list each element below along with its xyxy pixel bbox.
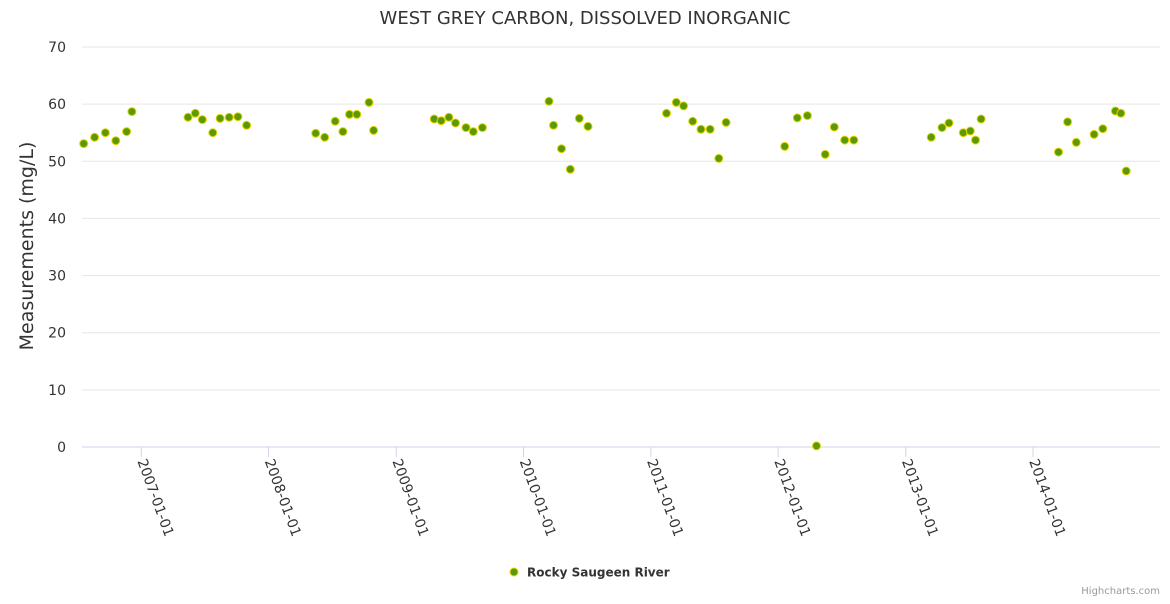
data-point[interactable]: [224, 112, 234, 122]
data-point[interactable]: [840, 135, 850, 145]
x-tick-label: 2010-01-01: [516, 457, 559, 539]
data-point[interactable]: [721, 117, 731, 127]
credits-link[interactable]: Highcharts.com: [1081, 586, 1160, 597]
legend-marker: [509, 567, 519, 577]
data-point[interactable]: [549, 120, 558, 130]
data-points: [79, 96, 1131, 451]
y-tick-label: 60: [48, 97, 66, 113]
data-point[interactable]: [215, 113, 225, 123]
data-point[interactable]: [1063, 117, 1073, 127]
x-tick-label: 2013-01-01: [898, 457, 941, 539]
x-tick-label: 2012-01-01: [770, 457, 813, 539]
y-tick-label: 50: [48, 154, 66, 170]
y-tick-label: 0: [57, 440, 66, 456]
y-tick-label: 20: [48, 326, 66, 342]
data-point[interactable]: [1071, 137, 1081, 147]
data-point[interactable]: [583, 121, 593, 131]
data-point[interactable]: [820, 149, 830, 159]
data-point[interactable]: [965, 126, 975, 136]
data-point[interactable]: [679, 101, 689, 111]
data-point[interactable]: [1089, 129, 1099, 139]
data-point[interactable]: [1121, 166, 1131, 176]
data-point[interactable]: [197, 115, 207, 125]
x-tick-label: 2011-01-01: [643, 457, 686, 539]
data-point[interactable]: [364, 97, 374, 107]
data-point[interactable]: [451, 118, 460, 128]
x-tick-label: 2014-01-01: [1025, 457, 1068, 539]
data-point[interactable]: [436, 116, 446, 126]
data-point[interactable]: [671, 97, 681, 107]
data-point[interactable]: [320, 132, 330, 142]
y-tick-label: 30: [48, 269, 66, 285]
data-point[interactable]: [79, 139, 89, 149]
data-point[interactable]: [190, 108, 200, 118]
data-point[interactable]: [792, 113, 802, 123]
data-point[interactable]: [971, 135, 980, 145]
data-point[interactable]: [557, 144, 566, 154]
data-point[interactable]: [944, 118, 954, 128]
data-point[interactable]: [90, 132, 100, 142]
legend-item-label: Rocky Saugeen River: [527, 566, 670, 580]
data-point[interactable]: [461, 123, 471, 133]
x-axis: 2007-01-01 2008-01-01 2009-01-01 2010-01-01…: [134, 447, 1068, 539]
data-point[interactable]: [714, 153, 724, 163]
y-tick-label: 10: [48, 383, 66, 399]
data-point[interactable]: [338, 127, 348, 137]
chart-title: WEST GREY CARBON, DISSOLVED INORGANIC: [380, 8, 791, 29]
legend[interactable]: Rocky Saugeen River: [509, 566, 670, 580]
data-point[interactable]: [696, 124, 706, 134]
data-point[interactable]: [111, 136, 121, 146]
data-point[interactable]: [705, 124, 715, 134]
data-point[interactable]: [477, 123, 487, 133]
data-point[interactable]: [242, 120, 252, 130]
data-point[interactable]: [444, 112, 454, 122]
data-point[interactable]: [544, 96, 554, 106]
data-point[interactable]: [100, 128, 110, 138]
data-point[interactable]: [122, 127, 132, 137]
data-point[interactable]: [352, 109, 362, 119]
data-point[interactable]: [662, 108, 671, 118]
y-tick-label: 70: [48, 40, 66, 56]
data-point[interactable]: [812, 441, 821, 451]
data-point[interactable]: [976, 114, 986, 124]
data-point[interactable]: [937, 123, 947, 133]
data-point[interactable]: [1098, 124, 1108, 134]
data-point[interactable]: [330, 116, 340, 126]
y-axis-ticks: 0 10 20 30 40 50 60 70: [48, 40, 66, 456]
x-tick-label: 2009-01-01: [388, 457, 431, 539]
data-point[interactable]: [468, 127, 478, 137]
y-axis-label: Measurements (mg/L): [16, 142, 38, 351]
data-point[interactable]: [183, 112, 193, 122]
x-tick-label: 2008-01-01: [261, 457, 304, 539]
data-point[interactable]: [208, 128, 218, 138]
data-point[interactable]: [926, 132, 936, 142]
x-tick-label: 2007-01-01: [134, 457, 177, 539]
data-point[interactable]: [829, 122, 839, 132]
data-point[interactable]: [1116, 108, 1126, 118]
data-point[interactable]: [688, 116, 698, 126]
data-point[interactable]: [574, 113, 584, 123]
gridlines: [82, 46, 1160, 448]
y-tick-label: 40: [48, 211, 66, 227]
data-point[interactable]: [565, 164, 575, 174]
data-point[interactable]: [802, 111, 812, 121]
data-point[interactable]: [311, 128, 321, 138]
data-point[interactable]: [849, 135, 859, 145]
data-point[interactable]: [127, 107, 137, 117]
data-point[interactable]: [233, 112, 243, 122]
data-point[interactable]: [780, 141, 790, 151]
data-point[interactable]: [1054, 147, 1063, 157]
data-point[interactable]: [369, 125, 379, 135]
